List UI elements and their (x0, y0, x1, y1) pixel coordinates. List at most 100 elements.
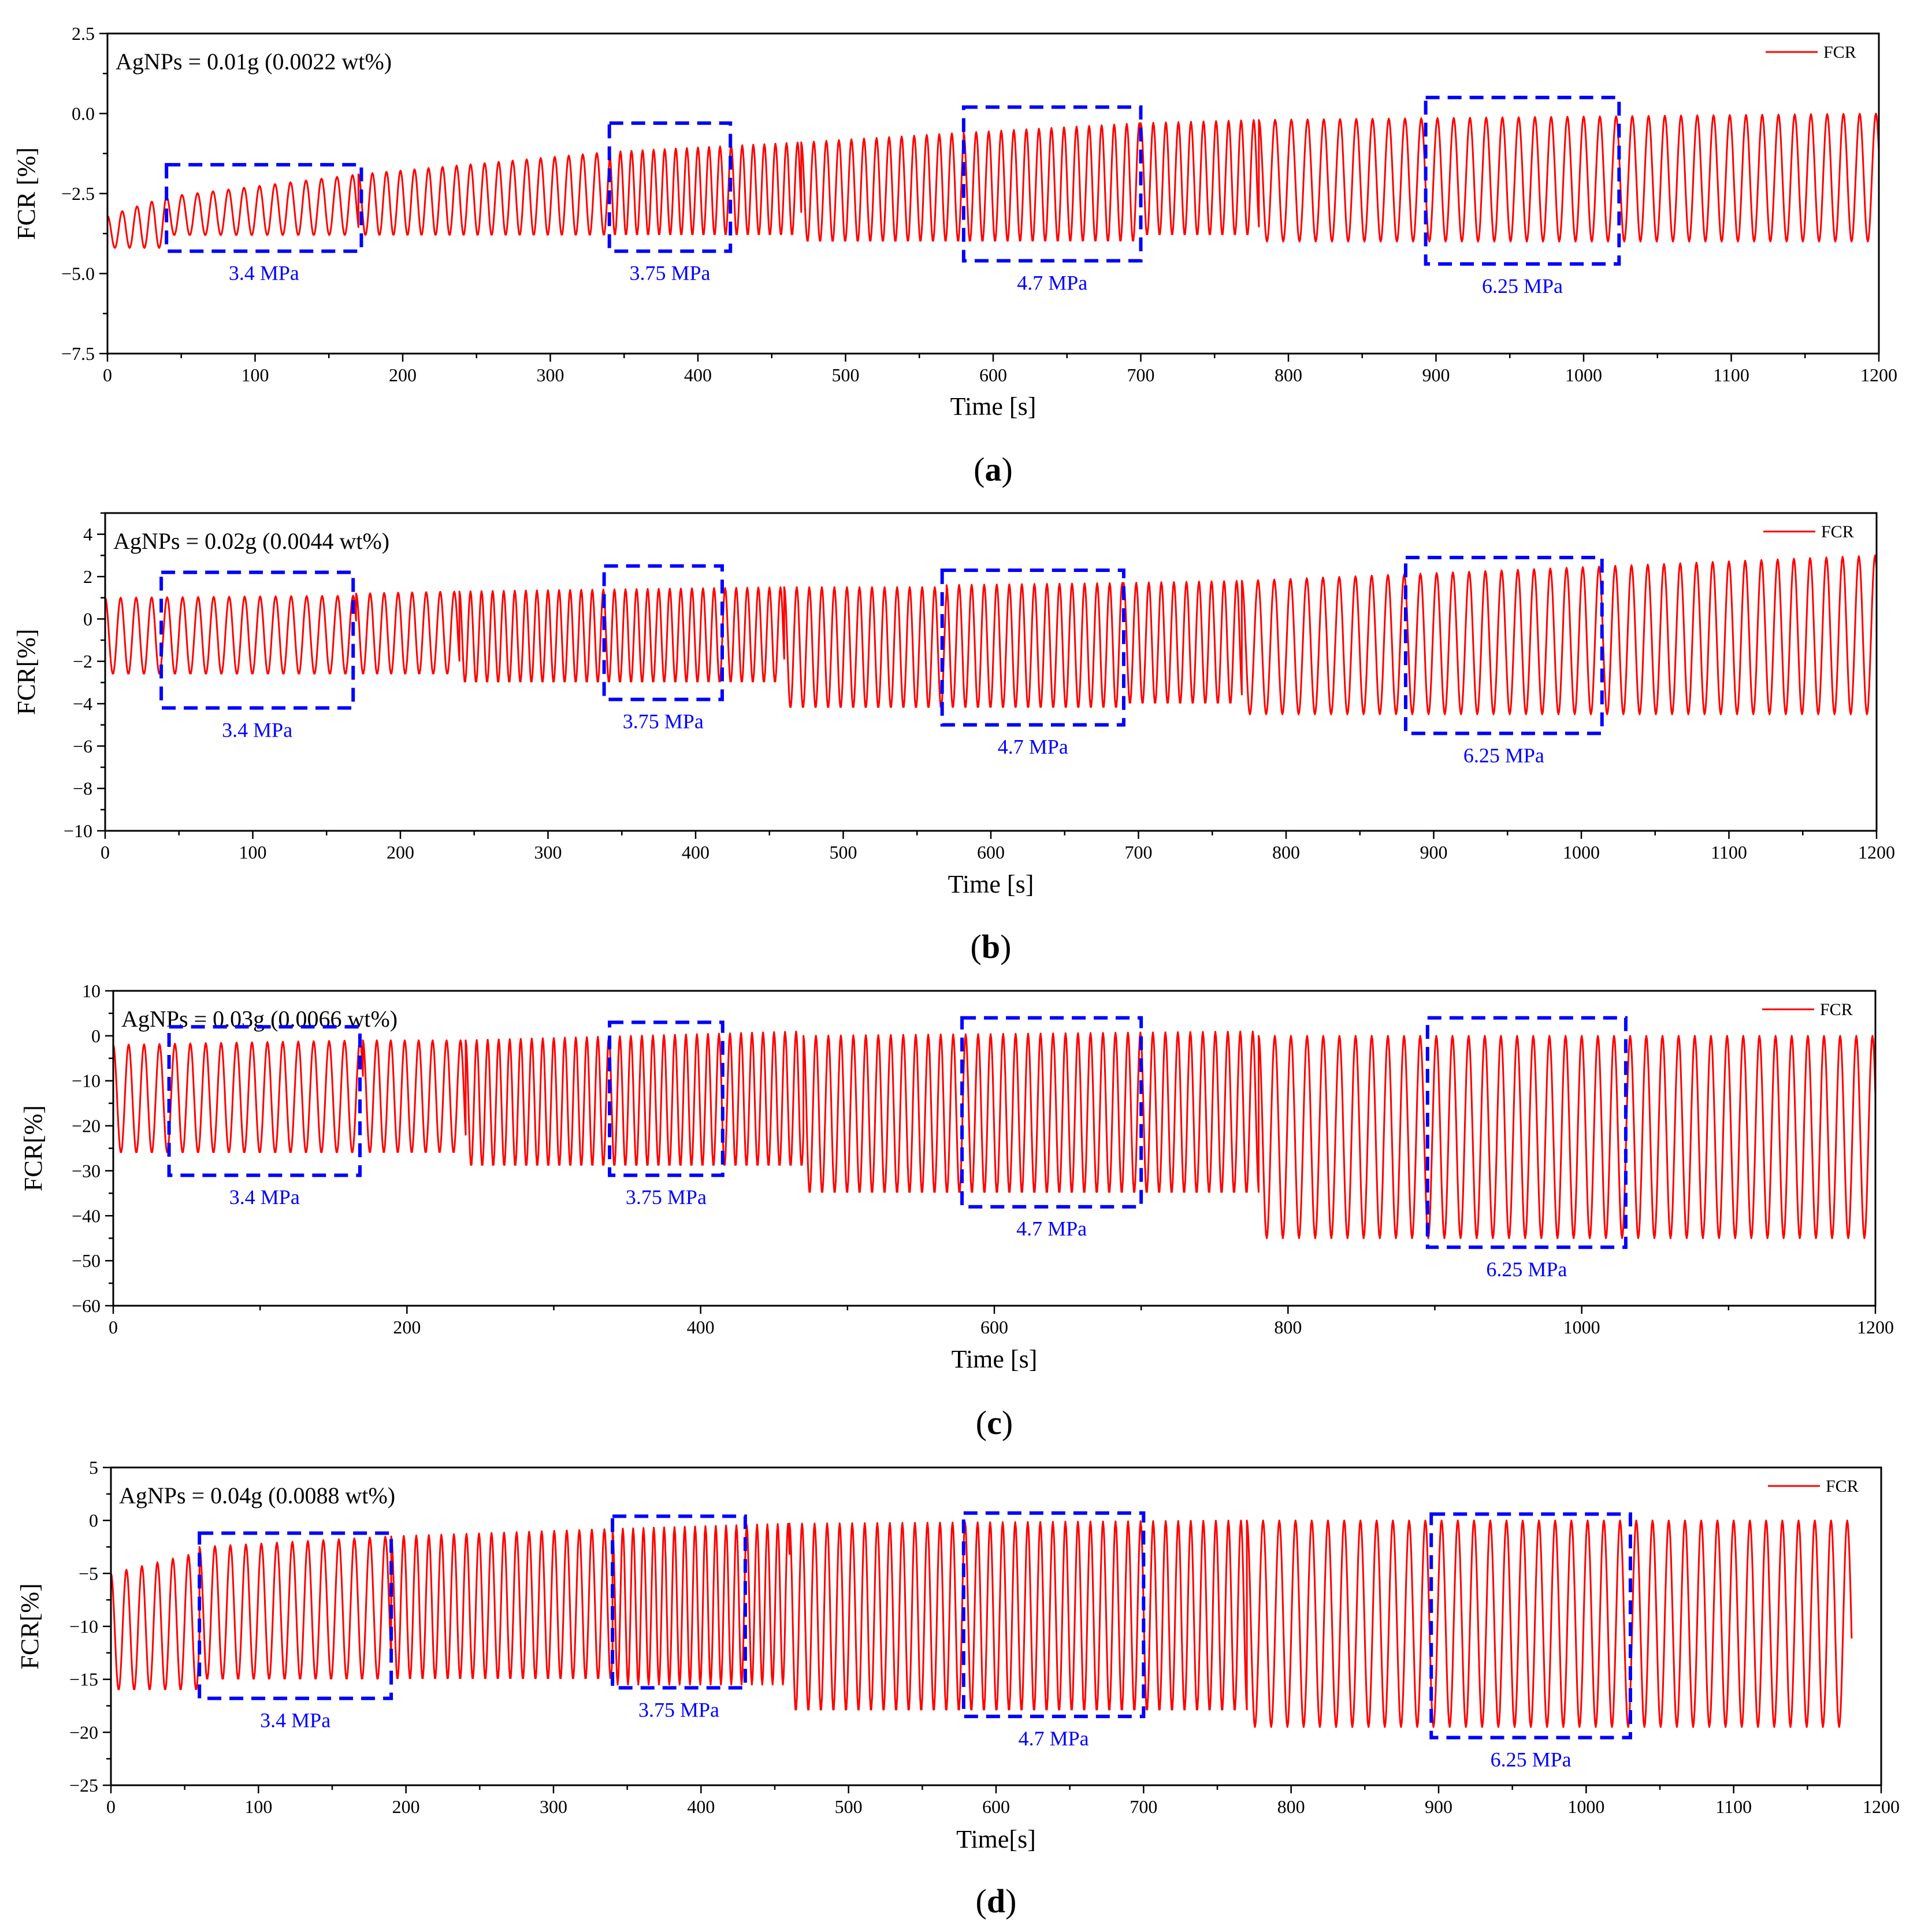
y-tick-label: −8 (73, 778, 92, 799)
x-tick-label: 500 (835, 1796, 863, 1817)
pressure-region-label: 6.25 MPa (1486, 1258, 1567, 1281)
x-tick-label: 300 (537, 365, 564, 385)
x-axis-title: Time [s] (948, 870, 1034, 898)
y-tick-label: −40 (72, 1205, 101, 1226)
pressure-region-box (961, 1511, 1146, 1718)
pressure-region-label: 4.7 MPa (1019, 1727, 1089, 1750)
x-tick-label: 800 (1274, 1317, 1302, 1337)
series-line-fcr (113, 1030, 1875, 1239)
x-tick-label: 200 (389, 365, 417, 385)
y-tick-label: −30 (72, 1160, 101, 1181)
legend-label: FCR (1821, 522, 1854, 541)
y-tick-label: 0 (91, 1026, 101, 1046)
x-tick-label: 500 (832, 365, 860, 385)
y-tick-label: −5 (79, 1563, 98, 1584)
pressure-region-label: 3.75 MPa (626, 1186, 707, 1209)
y-tick-label: −15 (69, 1669, 98, 1690)
x-tick-label: 700 (1130, 1796, 1157, 1817)
x-axis-title: Time [s] (952, 1345, 1038, 1373)
y-tick-label: −6 (73, 735, 92, 756)
pressure-region-label: 6.25 MPa (1482, 274, 1563, 298)
series-line-fcr (107, 113, 1879, 249)
x-tick-label: 300 (534, 842, 562, 863)
y-tick-label: 0.0 (72, 103, 95, 124)
pressure-region-label: 6.25 MPa (1491, 1748, 1572, 1771)
x-tick-label: 0 (106, 1796, 116, 1817)
x-tick-label: 1000 (1563, 1317, 1600, 1337)
x-tick-label: 1100 (1713, 365, 1749, 385)
x-tick-label: 600 (982, 1796, 1010, 1817)
x-tick-label: 400 (684, 365, 712, 385)
pressure-region-box (607, 121, 733, 253)
y-tick-label: −60 (72, 1295, 101, 1316)
y-tick-label: 4 (83, 524, 92, 545)
x-tick-label: 700 (1127, 365, 1155, 385)
x-tick-label: 100 (239, 842, 267, 863)
pressure-region-box (1424, 95, 1621, 266)
series-line-fcr (105, 554, 1877, 715)
pressure-region-label: 3.4 MPa (229, 262, 299, 285)
y-tick-label: 0 (89, 1510, 98, 1531)
y-tick-label: −5.0 (61, 263, 95, 284)
pressure-region-box (940, 569, 1125, 727)
panel-label: (b) (971, 928, 1012, 965)
y-tick-label: −2.5 (61, 183, 95, 204)
pressure-region-box (167, 1025, 362, 1177)
y-tick-label: −10 (64, 820, 92, 841)
pressure-region-box (198, 1531, 393, 1700)
x-tick-label: 100 (244, 1796, 272, 1817)
y-tick-label: −4 (73, 693, 92, 714)
y-tick-label: 2 (83, 566, 92, 587)
panel-label: (c) (976, 1404, 1013, 1441)
x-tick-label: 200 (392, 1796, 420, 1817)
pressure-region-box (1429, 1512, 1632, 1740)
y-axis-title: FCR[%] (19, 1105, 47, 1191)
x-tick-label: 800 (1277, 1796, 1305, 1817)
pressure-region-box (602, 564, 724, 701)
pressure-region-label: 3.75 MPa (623, 710, 704, 733)
x-tick-label: 1200 (1860, 365, 1897, 385)
y-tick-label: 5 (89, 1457, 98, 1478)
x-tick-label: 700 (1125, 842, 1153, 863)
legend-label: FCR (1823, 43, 1856, 62)
x-tick-label: 200 (393, 1317, 421, 1337)
x-tick-label: 1000 (1565, 365, 1602, 385)
x-tick-label: 800 (1275, 365, 1302, 385)
x-tick-label: 200 (387, 842, 414, 863)
pressure-region-label: 3.4 MPa (222, 718, 292, 741)
y-tick-label: −2 (73, 651, 92, 672)
y-tick-label: 10 (82, 980, 101, 1001)
x-tick-label: 1000 (1567, 1796, 1604, 1817)
pressure-region-box (165, 163, 363, 253)
y-tick-label: −10 (69, 1616, 98, 1637)
panel-c: 0 200 400 600 800 1000 1200 10 0 −10 −20 −30 −40 −50 −… (19, 980, 1894, 1441)
pressure-region-box (961, 105, 1143, 263)
pressure-region-label: 4.7 MPa (998, 735, 1068, 759)
pressure-region-box (1425, 1016, 1628, 1249)
pressure-region-label: 4.7 MPa (1017, 271, 1087, 294)
pressure-region-label: 3.4 MPa (260, 1709, 330, 1732)
y-axis-title: FCR[%] (16, 1583, 44, 1669)
x-tick-label: 0 (109, 1317, 118, 1337)
series-line-fcr (111, 1519, 1853, 1728)
x-tick-label: 900 (1422, 365, 1450, 385)
pressure-region-label: 4.7 MPa (1016, 1217, 1087, 1240)
x-tick-label: 400 (682, 842, 709, 863)
y-tick-label: −7.5 (61, 343, 95, 364)
x-tick-label: 1200 (1858, 842, 1895, 863)
x-tick-label: 600 (979, 365, 1007, 385)
y-tick-label: −10 (72, 1071, 101, 1091)
x-tick-label: 400 (687, 1796, 715, 1817)
panel-label: (d) (976, 1882, 1017, 1920)
composition-annotation: AgNPs = 0.01g (0.0022 wt%) (116, 49, 392, 75)
x-tick-label: 400 (687, 1317, 715, 1337)
x-tick-label: 1200 (1857, 1317, 1894, 1337)
x-tick-label: 600 (977, 842, 1005, 863)
x-tick-label: 1100 (1711, 842, 1747, 863)
y-tick-label: 2.5 (72, 23, 95, 44)
y-tick-label: −20 (72, 1116, 101, 1136)
x-tick-label: 500 (830, 842, 857, 863)
pressure-region-label: 6.25 MPa (1463, 744, 1544, 767)
pressure-region-box (159, 570, 355, 710)
